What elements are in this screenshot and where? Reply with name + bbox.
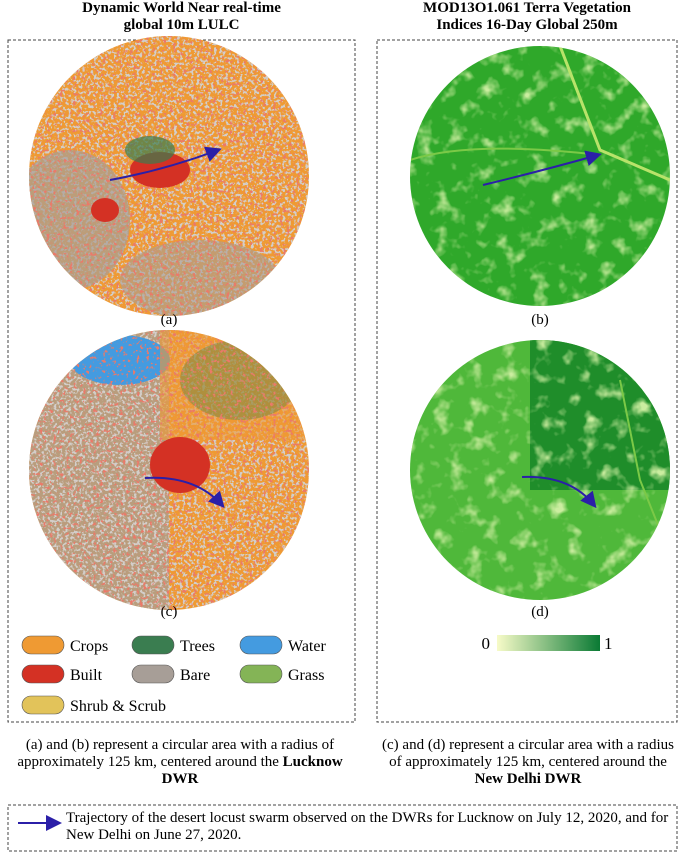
panel-label: (a)	[160, 312, 178, 328]
left-title: Dynamic World Near real-time global 10m L…	[8, 0, 355, 34]
legend-label: Water	[288, 638, 326, 655]
footer-text: Trajectory of the desert locust swarm ob…	[66, 810, 669, 843]
legend-swatch	[131, 664, 175, 684]
caption-left: (a) and (b) represent a circular area wi…	[0, 737, 360, 788]
caption-text: (c) and (d) represent a circular area wi…	[382, 737, 674, 770]
title-line: Dynamic World Near real-time	[82, 0, 281, 16]
right-title: MOD13O1.061 Terra Vegetation Indices 16-D…	[377, 0, 677, 34]
footer-frame	[7, 804, 678, 852]
ndvi-map-b	[410, 46, 670, 306]
left-frame	[7, 39, 356, 723]
title-line: global 10m LULC	[123, 17, 240, 33]
legend-label: Bare	[180, 667, 210, 684]
lulc-map-c	[29, 330, 309, 610]
caption-bold: Lucknow DWR	[161, 754, 343, 787]
colorbar-min: 0	[482, 634, 491, 653]
legend-swatch	[21, 635, 65, 655]
caption-right: (c) and (d) represent a circular area wi…	[378, 737, 678, 788]
legend: Crops Trees Water Built Bare Grass Shrub & Scr…	[21, 635, 326, 715]
panel-label: (b)	[531, 312, 549, 328]
title-line: Indices 16-Day Global 250m	[436, 17, 618, 33]
ndvi-map-d	[410, 340, 670, 600]
caption-text: (a) and (b) represent a circular area wi…	[17, 737, 335, 770]
legend-label: Shrub & Scrub	[70, 698, 166, 715]
panel-label: (c)	[160, 604, 178, 620]
lulc-map-a	[29, 36, 309, 316]
legend-swatch	[131, 635, 175, 655]
legend-swatch	[21, 664, 65, 684]
legend-label: Built	[70, 667, 103, 684]
legend-label: Crops	[70, 638, 108, 655]
legend-label: Trees	[180, 638, 215, 655]
panel-label: (d)	[531, 604, 549, 620]
colorbar	[497, 635, 600, 651]
caption-bold: New Delhi DWR	[474, 771, 582, 787]
title-line: MOD13O1.061 Terra Vegetation	[423, 0, 631, 16]
legend-swatch	[239, 635, 283, 655]
legend-label: Grass	[288, 667, 324, 684]
legend-swatch	[239, 664, 283, 684]
legend-swatch	[21, 695, 65, 715]
right-frame	[376, 39, 678, 723]
colorbar-max: 1	[604, 634, 613, 653]
